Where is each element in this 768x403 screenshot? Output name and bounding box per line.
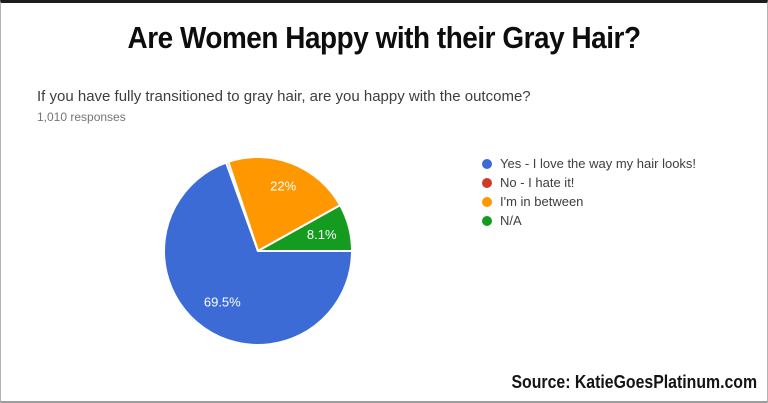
legend-dot-icon: [482, 196, 492, 207]
legend-label: Yes - I love the way my hair looks!: [500, 156, 697, 171]
legend-label: I'm in between: [500, 194, 584, 209]
pie-slice-label: 22%: [270, 179, 296, 194]
survey-question: If you have fully transitioned to gray h…: [37, 88, 531, 105]
legend-label: N/A: [500, 213, 522, 228]
legend-item-no: No - I hate it!: [482, 173, 696, 192]
legend-label: No - I hate it!: [500, 175, 575, 190]
pie-slice-2: [227, 155, 342, 252]
responses-count: 1,010 responses: [37, 110, 126, 124]
pie-slice-0: [163, 161, 353, 346]
legend-dot-icon: [482, 215, 492, 226]
legend-dot-icon: [482, 158, 492, 169]
chart-legend: Yes - I love the way my hair looks! No -…: [482, 154, 696, 230]
legend-dot-icon: [482, 177, 492, 188]
source-attribution-text: Source: KatieGoesPlatinum.com: [511, 372, 757, 392]
pie-slice-label: 69.5%: [204, 294, 241, 309]
page-title-text: Are Women Happy with their Gray Hair?: [127, 20, 641, 55]
pie-slice-3: [257, 204, 353, 252]
legend-item-in-between: I'm in between: [482, 192, 696, 211]
legend-item-na: N/A: [482, 211, 696, 230]
pie-chart: 69.5% 22% 8.1%: [163, 155, 353, 346]
legend-item-yes: Yes - I love the way my hair looks!: [482, 154, 696, 173]
source-attribution: Source: KatieGoesPlatinum.com: [478, 372, 757, 393]
pie-slice-label: 8.1%: [307, 227, 337, 242]
page-title: Are Women Happy with their Gray Hair?: [1, 20, 767, 56]
